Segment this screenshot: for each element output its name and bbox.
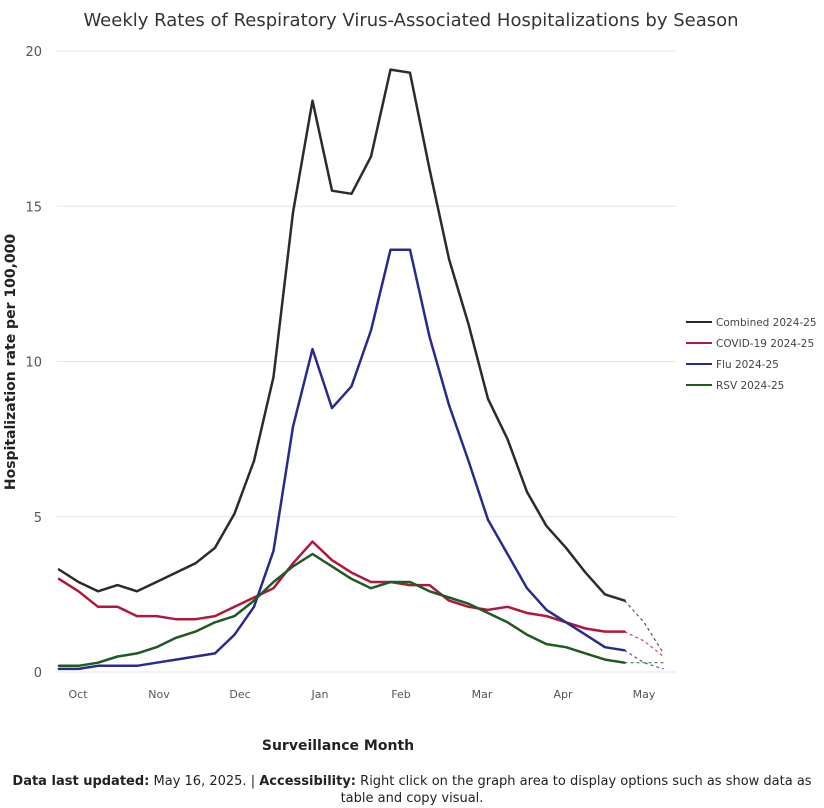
accessibility-label: Accessibility: <box>259 774 357 789</box>
series-projection-flu-2024-25 <box>624 649 664 670</box>
y-tick-label: 0 <box>34 666 42 681</box>
series-line-combined-2024-25[interactable] <box>57 68 626 602</box>
legend[interactable]: Combined 2024-25 COVID-19 2024-25 Flu 2024… <box>686 317 817 392</box>
updated-value: May 16, 2025. <box>153 774 247 789</box>
legend-label: Combined 2024-25 <box>716 317 817 329</box>
legend-label: RSV 2024-25 <box>716 380 784 392</box>
x-axis-title: Surveillance Month <box>262 738 414 754</box>
x-tick-label: May <box>633 688 656 701</box>
series-projection-covid-19-2024-25 <box>624 631 664 657</box>
x-tick-label: Dec <box>229 688 250 701</box>
x-tick-label: Jan <box>311 688 329 701</box>
series-projection-combined-2024-25 <box>624 600 665 654</box>
accessibility-text: Right click on the graph area to display… <box>340 774 812 806</box>
x-tick-label: Apr <box>553 688 573 701</box>
y-axis-title: Hospitalization rate per 100,000 <box>3 234 19 491</box>
footer-note: Data last updated: May 16, 2025. | Acces… <box>0 773 824 807</box>
updated-label: Data last updated: <box>12 774 150 789</box>
x-tick-label: Nov <box>148 688 170 701</box>
grid-lines <box>57 50 676 673</box>
legend-label: Flu 2024-25 <box>716 359 779 371</box>
chart[interactable]: Weekly Rates of Respiratory Virus-Associ… <box>0 0 824 770</box>
chart-title: Weekly Rates of Respiratory Virus-Associ… <box>83 10 738 31</box>
footer-separator: | <box>250 774 256 789</box>
series-line-flu-2024-25[interactable] <box>57 248 626 671</box>
series-lines[interactable] <box>57 68 665 671</box>
legend-item-covid-19-2024-25[interactable]: COVID-19 2024-25 <box>686 338 814 350</box>
x-tick-label: Oct <box>68 688 88 701</box>
legend-item-combined-2024-25[interactable]: Combined 2024-25 <box>686 317 817 329</box>
legend-label: COVID-19 2024-25 <box>716 338 814 350</box>
y-tick-label: 20 <box>25 45 42 60</box>
y-axis-ticks: 0 5 10 15 20 <box>25 45 42 681</box>
legend-item-flu-2024-25[interactable]: Flu 2024-25 <box>686 359 779 371</box>
x-tick-label: Feb <box>391 688 410 701</box>
y-tick-label: 10 <box>25 356 42 371</box>
legend-item-rsv-2024-25[interactable]: RSV 2024-25 <box>686 380 784 392</box>
x-tick-label: Mar <box>472 688 493 701</box>
y-tick-label: 15 <box>25 200 42 215</box>
series-line-covid-19-2024-25[interactable] <box>57 540 626 633</box>
series-line-rsv-2024-25[interactable] <box>57 552 626 668</box>
x-axis-ticks: Oct Nov Dec Jan Feb Mar Apr May <box>68 688 655 701</box>
y-tick-label: 5 <box>34 511 42 526</box>
